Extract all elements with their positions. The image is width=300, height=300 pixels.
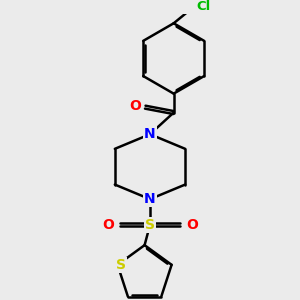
Text: O: O [129, 99, 141, 113]
Text: N: N [144, 127, 156, 141]
Text: N: N [144, 192, 156, 206]
Text: O: O [186, 218, 198, 232]
Text: S: S [116, 258, 126, 272]
Text: S: S [145, 218, 155, 232]
Text: Cl: Cl [196, 0, 211, 13]
Text: O: O [102, 218, 114, 232]
